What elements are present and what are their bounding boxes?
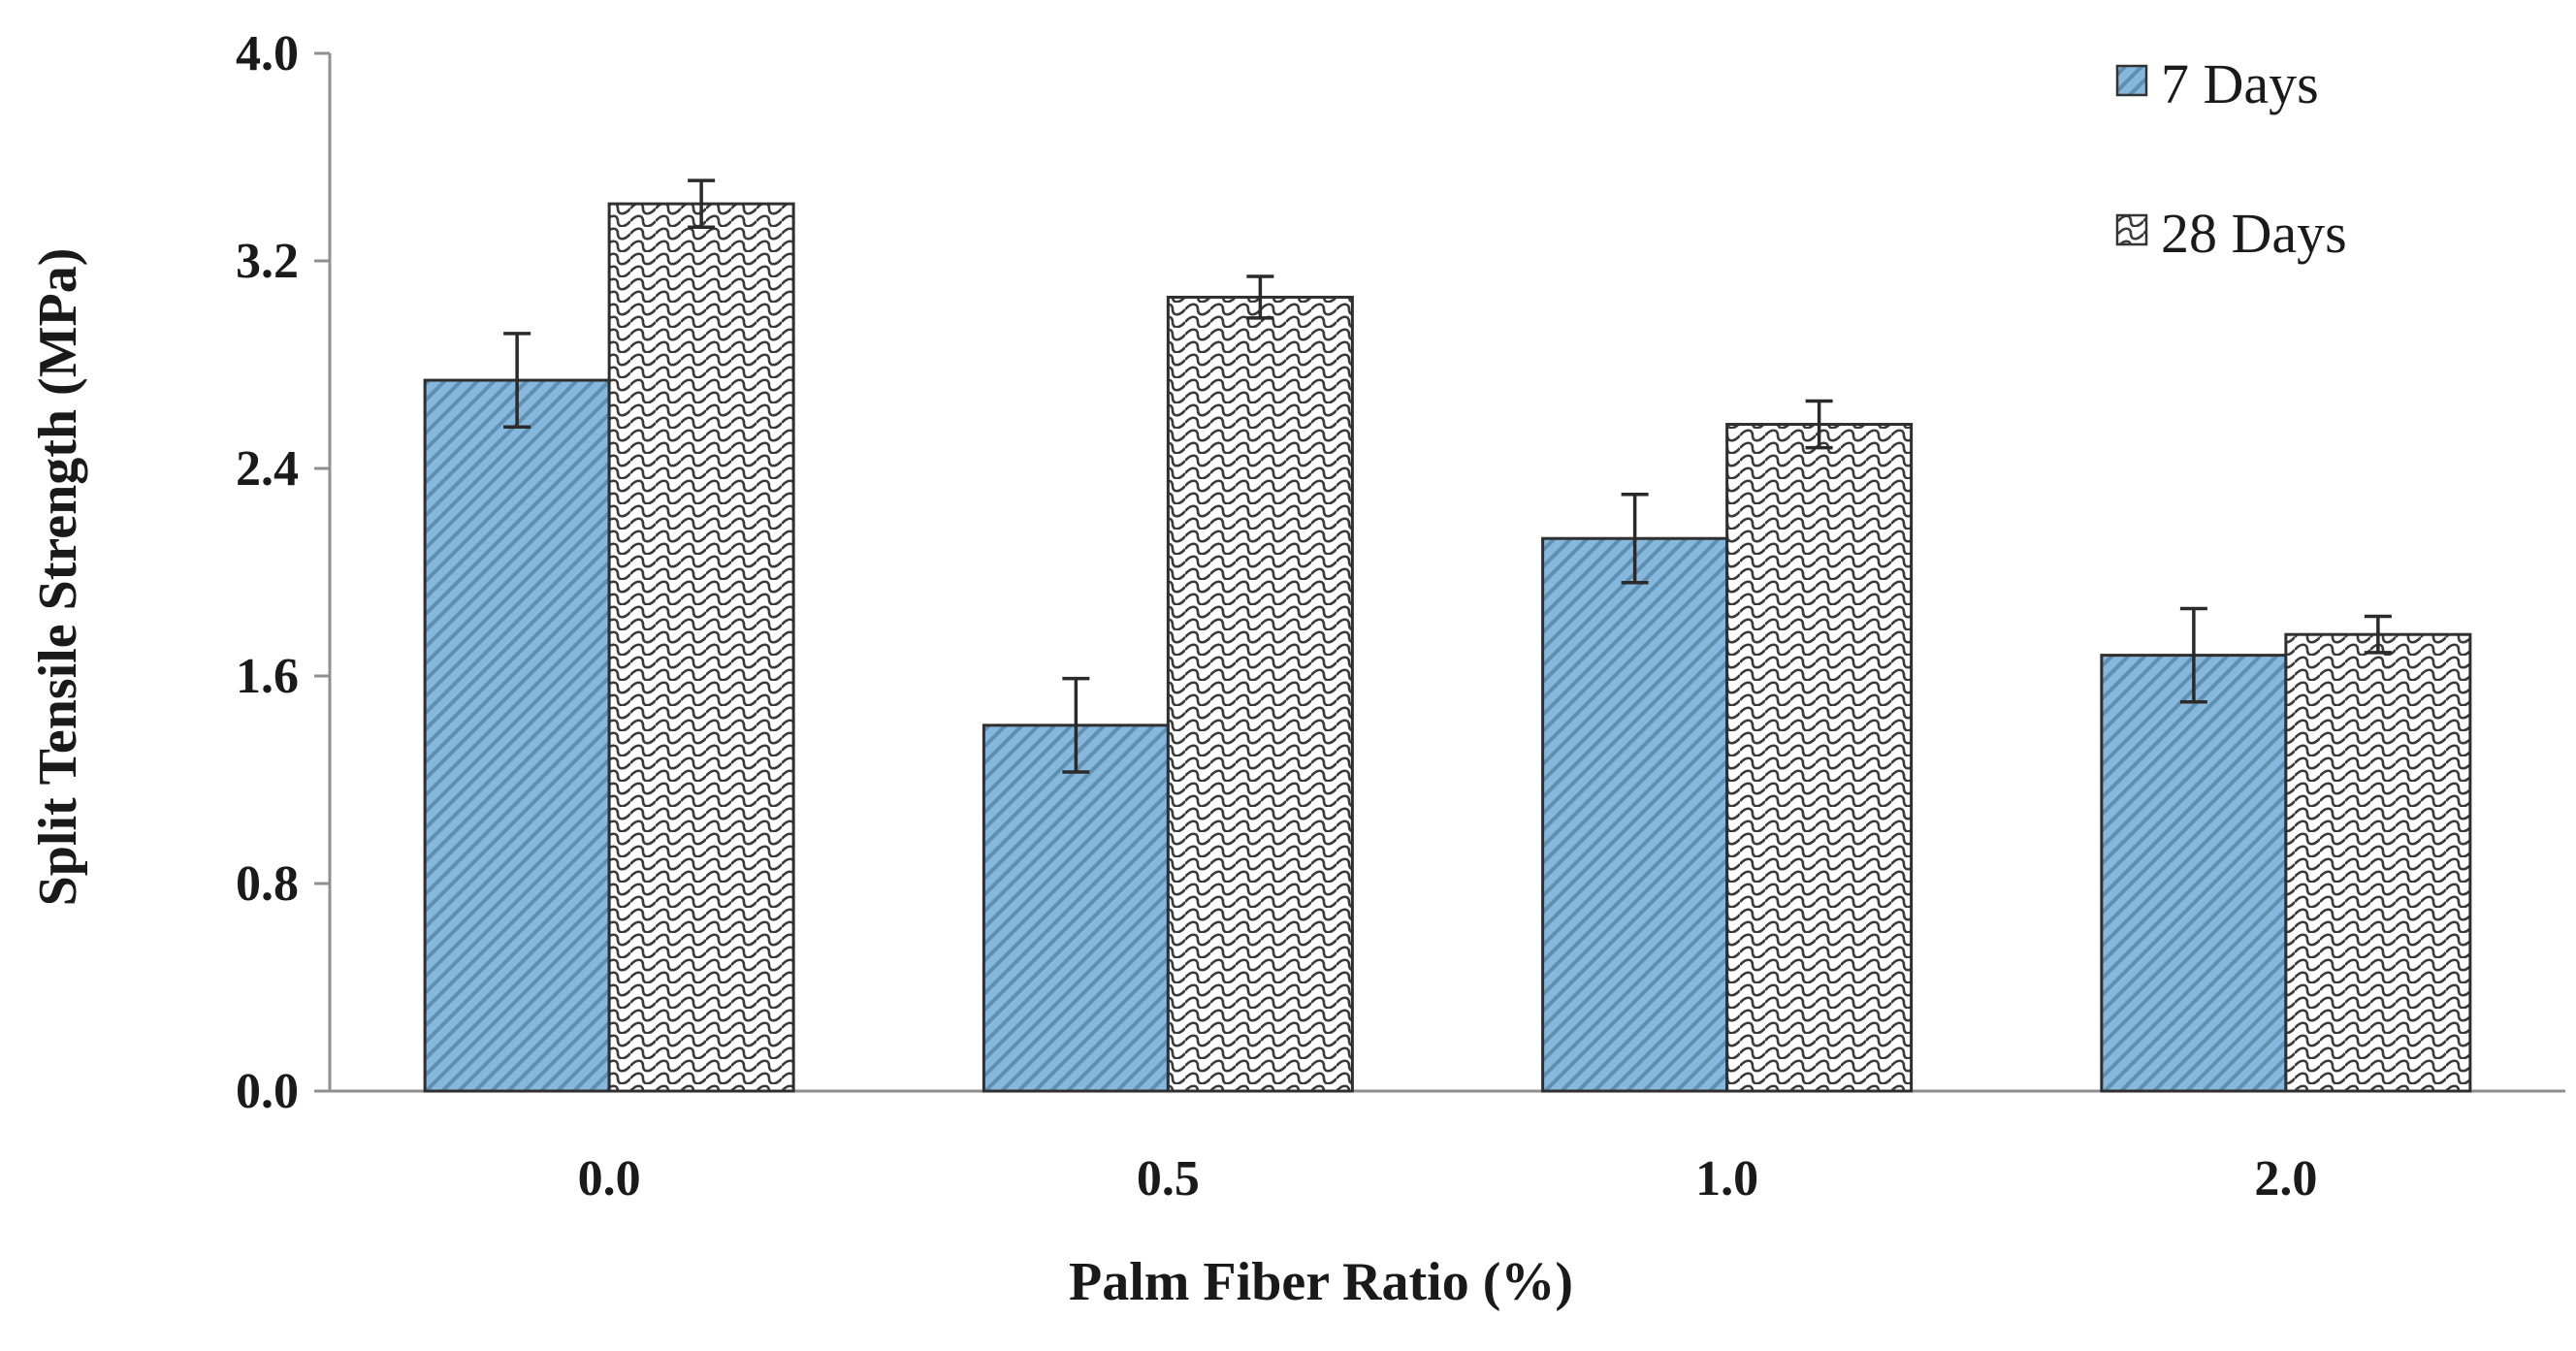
legend-label-28-days: 28 Days [2161,202,2347,265]
bar-7-days-1.0 [1541,536,1729,1093]
x-axis-title: Palm Fiber Ratio (%) [1069,1252,1573,1312]
y-axis-title: Split Tensile Strength (MPa) [28,248,88,907]
legend-swatch-7-days [2115,64,2148,97]
legend-label-7-days: 7 Days [2161,52,2319,115]
y-ticks: 0.0 0.8 1.6 2.4 3.2 4.0 [236,26,330,1119]
y-tick-label: 4.0 [236,26,299,81]
y-tick-label: 0.0 [236,1064,299,1119]
x-tick-label: 0.5 [1137,1151,1200,1206]
error-bars [503,178,2392,774]
x-ticks: 0.0 0.5 1.0 2.0 [578,1151,2318,1206]
bar-28-days-2.0 [2284,632,2472,1093]
y-tick-label: 0.8 [236,856,299,912]
legend-swatch-28-days [2115,213,2148,246]
y-tick-label: 3.2 [236,234,299,289]
bar-7-days-0.5 [982,724,1170,1093]
bar-7-days-0.0 [423,378,611,1093]
bar-28-days-1.0 [1725,423,1914,1093]
x-tick-label: 1.0 [1695,1151,1758,1206]
y-tick-label: 1.6 [236,649,299,704]
bar-7-days-2.0 [2100,654,2288,1093]
x-tick-label: 2.0 [2254,1151,2317,1206]
legend: 7 Days 28 Days [2115,52,2347,265]
bars [423,202,2472,1093]
x-tick-label: 0.0 [578,1151,641,1206]
y-tick-label: 2.4 [236,441,299,497]
bar-28-days-0.5 [1166,295,1354,1093]
bar-28-days-0.0 [607,202,795,1093]
